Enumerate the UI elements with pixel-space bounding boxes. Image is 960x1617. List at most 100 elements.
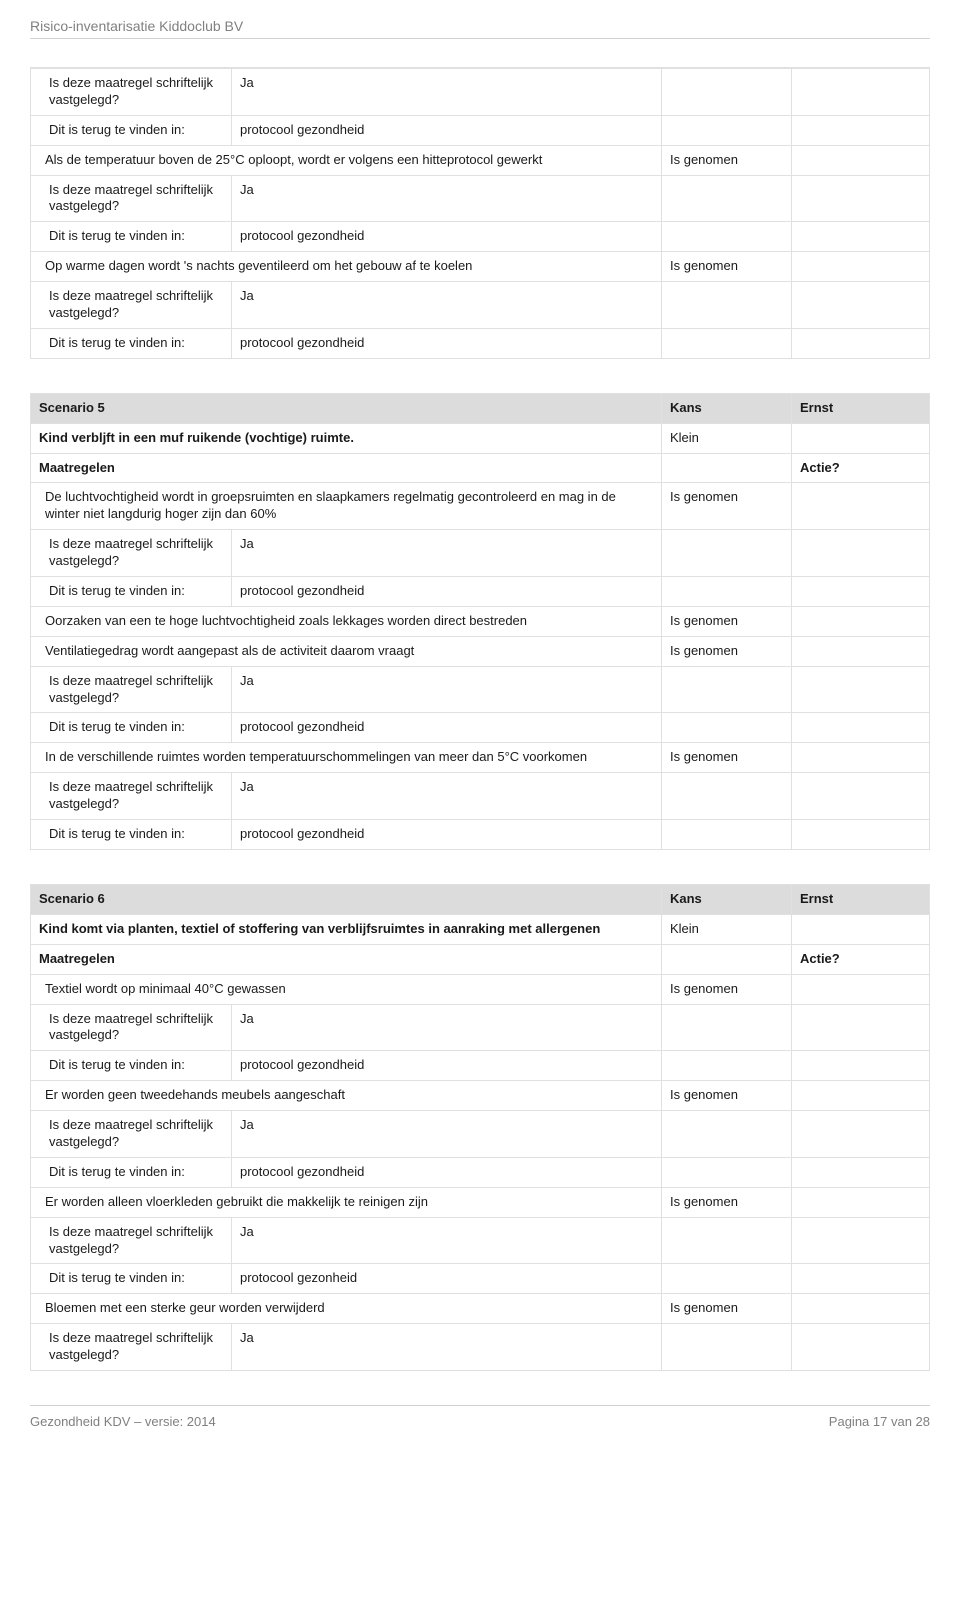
measure-row: Bloemen met een sterke geur worden verwi… — [31, 1293, 929, 1323]
sub-label: Dit is terug te vinden in: — [31, 577, 231, 606]
sub-label: Is deze maatregel schriftelijk vastgeleg… — [31, 773, 231, 819]
sub-label: Is deze maatregel schriftelijk vastgeleg… — [31, 1218, 231, 1264]
measure-row: Er worden alleen vloerkleden gebruikt di… — [31, 1187, 929, 1217]
sub-value: Ja — [231, 282, 661, 328]
measure-text: De luchtvochtigheid wordt in groepsruimt… — [31, 483, 661, 529]
scenario-title-row: Kind verbljft in een muf ruikende (vocht… — [31, 423, 929, 453]
sub-value: protocool gezondheid — [231, 713, 661, 742]
footer-right: Pagina 17 van 28 — [829, 1414, 930, 1429]
sub-value: protocool gezondheid — [231, 1051, 661, 1080]
measure-text: Als de temperatuur boven de 25°C oploopt… — [31, 146, 661, 175]
measure-action: Is genomen — [661, 1188, 791, 1217]
sub-label: Dit is terug te vinden in: — [31, 329, 231, 358]
scenario-title-row: Kind komt via planten, textiel of stoffe… — [31, 914, 929, 944]
measure-action: Is genomen — [661, 607, 791, 636]
sub-label: Is deze maatregel schriftelijk vastgeleg… — [31, 282, 231, 328]
sub-row: Is deze maatregel schriftelijk vastgeleg… — [31, 1004, 929, 1051]
sub-label: Is deze maatregel schriftelijk vastgeleg… — [31, 1324, 231, 1370]
sub-label: Dit is terug te vinden in: — [31, 1158, 231, 1187]
sub-label: Is deze maatregel schriftelijk vastgeleg… — [31, 530, 231, 576]
scenario-header-row: Scenario 5KansErnst — [31, 394, 929, 423]
sub-value: Ja — [231, 1324, 661, 1370]
scenario-header-row: Scenario 6KansErnst — [31, 885, 929, 914]
footer-left: Gezondheid KDV – versie: 2014 — [30, 1414, 216, 1429]
sub-value: protocool gezondheid — [231, 577, 661, 606]
sub-label: Dit is terug te vinden in: — [31, 713, 231, 742]
sub-value: Ja — [231, 69, 661, 115]
maatregelen-header-row: MaatregelenActie? — [31, 944, 929, 974]
document-header: Risico-inventarisatie Kiddoclub BV — [30, 18, 930, 39]
sub-row: Is deze maatregel schriftelijk vastgeleg… — [31, 281, 929, 328]
document-footer: Gezondheid KDV – versie: 2014 Pagina 17 … — [30, 1405, 930, 1429]
sub-row: Is deze maatregel schriftelijk vastgeleg… — [31, 666, 929, 713]
sub-label: Is deze maatregel schriftelijk vastgeleg… — [31, 1111, 231, 1157]
sub-value: Ja — [231, 530, 661, 576]
sub-row: Is deze maatregel schriftelijk vastgeleg… — [31, 1110, 929, 1157]
measure-row: De luchtvochtigheid wordt in groepsruimt… — [31, 482, 929, 529]
measure-action: Is genomen — [661, 1294, 791, 1323]
measure-row: Op warme dagen wordt 's nachts geventile… — [31, 251, 929, 281]
sub-row: Is deze maatregel schriftelijk vastgeleg… — [31, 68, 929, 115]
continuation-table: Is deze maatregel schriftelijk vastgeleg… — [30, 67, 930, 359]
sub-label: Dit is terug te vinden in: — [31, 820, 231, 849]
measure-text: Er worden geen tweedehands meubels aange… — [31, 1081, 661, 1110]
sub-value: protocool gezondheid — [231, 116, 661, 145]
sub-label: Dit is terug te vinden in: — [31, 222, 231, 251]
sub-label: Dit is terug te vinden in: — [31, 1264, 231, 1293]
sub-row: Dit is terug te vinden in:protocool gezo… — [31, 576, 929, 606]
sub-value: Ja — [231, 1111, 661, 1157]
sub-value: Ja — [231, 1005, 661, 1051]
measure-text: Er worden alleen vloerkleden gebruikt di… — [31, 1188, 661, 1217]
sub-value: protocool gezondheid — [231, 1158, 661, 1187]
sub-row: Dit is terug te vinden in:protocool gezo… — [31, 221, 929, 251]
scenario-table: Scenario 5KansErnstKind verbljft in een … — [30, 393, 930, 850]
sub-row: Is deze maatregel schriftelijk vastgeleg… — [31, 1323, 929, 1370]
scenarios-container: Scenario 5KansErnstKind verbljft in een … — [30, 393, 930, 1371]
scenario-table: Scenario 6KansErnstKind komt via planten… — [30, 884, 930, 1371]
sub-label: Dit is terug te vinden in: — [31, 1051, 231, 1080]
sub-row: Dit is terug te vinden in:protocool gezo… — [31, 819, 929, 849]
measure-action: Is genomen — [661, 252, 791, 281]
sub-row: Dit is terug te vinden in:protocool gezo… — [31, 328, 929, 358]
measure-row: Als de temperatuur boven de 25°C oploopt… — [31, 145, 929, 175]
sub-label: Is deze maatregel schriftelijk vastgeleg… — [31, 176, 231, 222]
measure-row: Textiel wordt op minimaal 40°C gewassenI… — [31, 974, 929, 1004]
sub-value: Ja — [231, 667, 661, 713]
measure-row: In de verschillende ruimtes worden tempe… — [31, 742, 929, 772]
sub-row: Dit is terug te vinden in:protocool gezo… — [31, 1050, 929, 1080]
measure-text: Textiel wordt op minimaal 40°C gewassen — [31, 975, 661, 1004]
measure-text: Oorzaken van een te hoge luchtvochtighei… — [31, 607, 661, 636]
maatregelen-header-row: MaatregelenActie? — [31, 453, 929, 483]
sub-value: protocool gezondheid — [231, 222, 661, 251]
measure-action: Is genomen — [661, 743, 791, 772]
sub-row: Is deze maatregel schriftelijk vastgeleg… — [31, 175, 929, 222]
measure-text: Bloemen met een sterke geur worden verwi… — [31, 1294, 661, 1323]
measure-text: Op warme dagen wordt 's nachts geventile… — [31, 252, 661, 281]
sub-row: Dit is terug te vinden in:protocool gezo… — [31, 115, 929, 145]
sub-row: Is deze maatregel schriftelijk vastgeleg… — [31, 1217, 929, 1264]
measure-action: Is genomen — [661, 975, 791, 1004]
sub-value: protocool gezondheid — [231, 820, 661, 849]
sub-value: Ja — [231, 176, 661, 222]
sub-row: Is deze maatregel schriftelijk vastgeleg… — [31, 529, 929, 576]
sub-label: Is deze maatregel schriftelijk vastgeleg… — [31, 1005, 231, 1051]
measure-row: Ventilatiegedrag wordt aangepast als de … — [31, 636, 929, 666]
measure-action: Is genomen — [661, 637, 791, 666]
measure-action: Is genomen — [661, 483, 791, 529]
measure-text: In de verschillende ruimtes worden tempe… — [31, 743, 661, 772]
measure-text: Ventilatiegedrag wordt aangepast als de … — [31, 637, 661, 666]
sub-value: protocool gezonheid — [231, 1264, 661, 1293]
page: Risico-inventarisatie Kiddoclub BV Is de… — [0, 0, 960, 1447]
sub-row: Dit is terug te vinden in:protocool gezo… — [31, 1263, 929, 1293]
sub-label: Is deze maatregel schriftelijk vastgeleg… — [31, 667, 231, 713]
sub-value: Ja — [231, 773, 661, 819]
measure-action: Is genomen — [661, 146, 791, 175]
sub-label: Dit is terug te vinden in: — [31, 116, 231, 145]
sub-label: Is deze maatregel schriftelijk vastgeleg… — [31, 69, 231, 115]
measure-action: Is genomen — [661, 1081, 791, 1110]
sub-row: Dit is terug te vinden in:protocool gezo… — [31, 712, 929, 742]
sub-value: protocool gezondheid — [231, 329, 661, 358]
sub-row: Dit is terug te vinden in:protocool gezo… — [31, 1157, 929, 1187]
measure-row: Oorzaken van een te hoge luchtvochtighei… — [31, 606, 929, 636]
sub-value: Ja — [231, 1218, 661, 1264]
